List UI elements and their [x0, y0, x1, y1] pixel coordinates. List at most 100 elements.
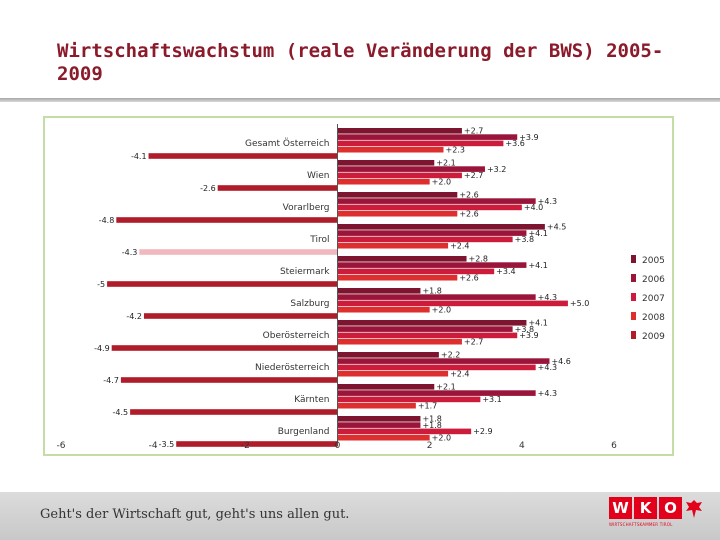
category-label: Steiermark: [280, 267, 330, 277]
data-label: +4.1: [528, 319, 547, 328]
bar: [337, 352, 439, 358]
chart-frame: +2.7 +3.9 +3.6 +2.3 -4.1 +2.1 +3.2 +2.7 +2.0 -2.6…: [43, 116, 674, 456]
bar: [130, 409, 338, 415]
bar: [337, 402, 416, 409]
data-label: -5: [97, 280, 105, 289]
data-label: +4.1: [528, 229, 547, 238]
data-label: +2.3: [445, 146, 464, 155]
data-label: -4.5: [113, 408, 129, 417]
bar: [217, 185, 338, 191]
bar: [337, 326, 513, 332]
data-label: +2.6: [459, 274, 478, 283]
data-label: -4.3: [122, 248, 138, 257]
legend-swatch: [631, 293, 636, 301]
category-label: Oberösterreich: [263, 331, 330, 341]
data-label: -4.2: [126, 312, 142, 321]
bar: [337, 198, 536, 204]
legend: 2005 2006 2007 2008 2009: [631, 255, 665, 342]
value-labels-layer: +2.7+3.9+3.6+2.3-4.1+2.1+3.2+2.7+2.0-2.6…: [94, 127, 589, 449]
category-labels: Gesamt Österreich Wien Vorarlberg Tirol Stei…: [245, 138, 330, 437]
x-tick-label: -4: [149, 441, 158, 451]
bar: [337, 230, 527, 236]
bar: [337, 236, 513, 243]
logo-letter-o: O: [659, 497, 682, 519]
tirol-eagle-crest-icon: [686, 500, 702, 518]
legend-swatch: [631, 312, 636, 320]
growth-bar-chart: +2.7+3.9+3.6+2.3-4.1+2.1+3.2+2.7+2.0-2.6…: [57, 124, 665, 451]
data-label: -3.5: [159, 440, 175, 449]
bar: [337, 224, 545, 230]
data-label: +3.2: [487, 165, 506, 174]
data-label: +2.6: [459, 191, 478, 200]
bar: [337, 306, 430, 313]
data-label: +2.4: [450, 242, 469, 251]
bar: [337, 172, 462, 179]
data-label: +4.3: [538, 363, 557, 372]
data-label: +4.5: [547, 223, 566, 232]
bar: [143, 313, 338, 319]
data-label: +2.7: [464, 338, 483, 347]
category-label: Salzburg: [290, 299, 329, 309]
category-label: Kärnten: [294, 395, 329, 405]
bar: [111, 345, 338, 351]
slide-title: Wirtschaftswachstum (reale Veränderung d…: [57, 40, 664, 85]
data-label: +4.6: [551, 357, 570, 366]
bar: [337, 320, 527, 326]
legend-label: 2006: [642, 275, 665, 285]
data-label: +2.0: [432, 306, 451, 315]
data-label: +2.4: [450, 370, 469, 379]
data-label: +3.1: [482, 395, 501, 404]
data-label: +3.9: [519, 331, 538, 340]
data-label: +2.2: [441, 351, 460, 360]
bar: [337, 288, 421, 294]
bar: [337, 428, 472, 435]
bar: [120, 377, 338, 383]
data-label: +3.4: [496, 267, 515, 276]
x-tick-label: 2: [427, 441, 433, 451]
bar: [337, 416, 421, 422]
title-divider: [0, 98, 720, 102]
bar: [337, 140, 504, 147]
data-label: +4.1: [528, 261, 547, 270]
x-tick-label: 4: [519, 441, 525, 451]
bar: [337, 192, 458, 198]
data-label: +2.9: [473, 427, 492, 436]
bar: [139, 249, 338, 255]
data-label: +2.0: [432, 178, 451, 187]
bar: [337, 274, 458, 281]
bar: [337, 210, 458, 217]
bar: [337, 390, 536, 396]
x-tick-label: -6: [57, 441, 66, 451]
bar: [337, 294, 536, 300]
data-label: +5.0: [570, 299, 589, 308]
data-label: +4.3: [538, 197, 557, 206]
bar: [337, 160, 435, 166]
data-label: +2.7: [464, 171, 483, 180]
category-label: Burgenland: [278, 427, 330, 437]
bar: [337, 396, 481, 403]
data-label: -4.8: [99, 216, 115, 225]
legend-label: 2009: [642, 332, 665, 342]
bar: [107, 281, 338, 287]
bar: [337, 178, 430, 185]
data-label: +3.9: [519, 133, 538, 142]
x-tick-label: -2: [241, 441, 250, 451]
data-label: +1.8: [422, 287, 441, 296]
bar: [337, 338, 462, 345]
bar: [337, 358, 550, 364]
legend-swatch: [631, 331, 636, 339]
footer-bar: Geht's der Wirtschaft gut, geht's uns al…: [0, 492, 720, 540]
bar: [337, 256, 467, 262]
wko-logo: W K O WIRTSCHAFTSKAMMER TIROL: [609, 497, 705, 531]
bar: [337, 422, 421, 428]
legend-label: 2007: [642, 294, 665, 304]
bar: [176, 441, 338, 447]
data-label: +3.8: [515, 325, 534, 334]
data-label: +1.7: [418, 402, 437, 411]
category-label: Tirol: [309, 235, 329, 245]
bar: [337, 204, 522, 211]
logo-letter-k: K: [634, 497, 657, 519]
bar: [116, 217, 338, 223]
legend-label: 2008: [642, 313, 665, 323]
data-label: +1.8: [422, 415, 441, 424]
